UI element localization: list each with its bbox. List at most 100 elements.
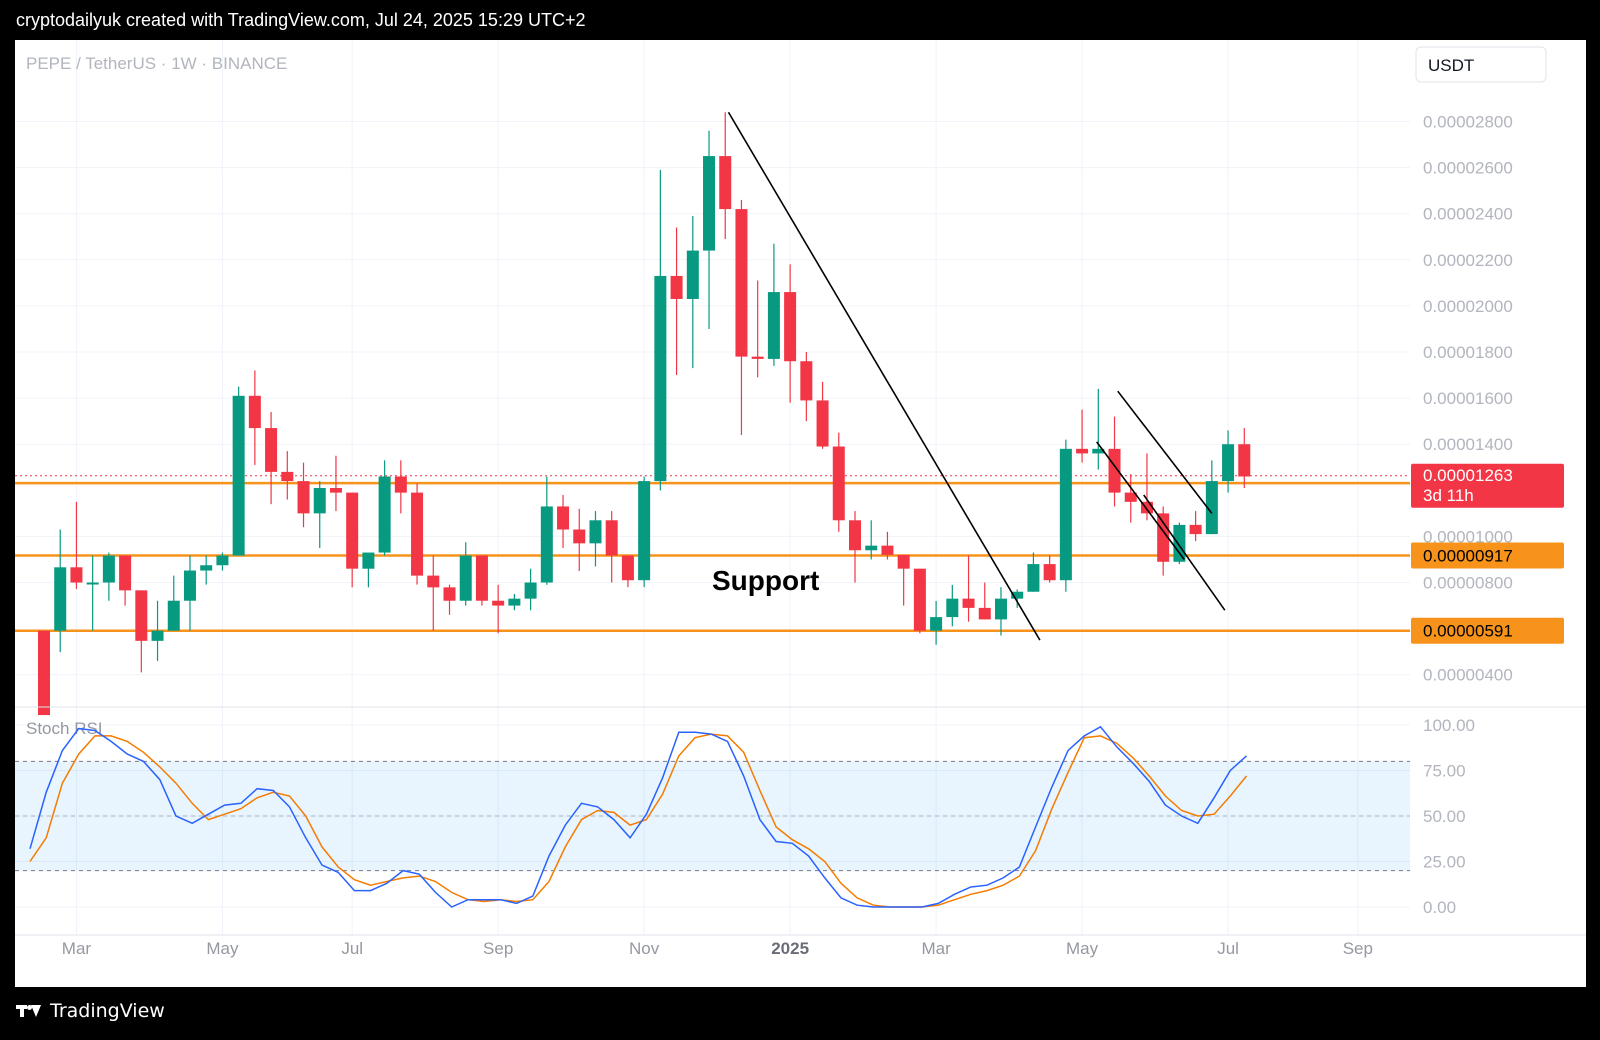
candle-body xyxy=(638,481,651,581)
candle xyxy=(86,555,99,631)
candle-body xyxy=(459,555,472,601)
level-tag-label: 0.00000917 xyxy=(1423,547,1513,566)
time-tick-label: Mar xyxy=(921,939,951,958)
candle-body xyxy=(1124,492,1137,502)
candle-body xyxy=(1059,448,1072,581)
price-chart[interactable]: Support PEPE / TetherUS · 1W · BINANCE U… xyxy=(15,40,1586,987)
candle-body xyxy=(557,506,570,530)
candle-body xyxy=(881,545,894,555)
candle xyxy=(1027,552,1040,592)
candle xyxy=(232,386,245,556)
candle xyxy=(1059,439,1072,592)
candle-body xyxy=(897,554,910,569)
candle xyxy=(784,264,797,403)
trendlines xyxy=(727,111,1226,641)
candle-body xyxy=(703,156,716,251)
time-tick-label: Sep xyxy=(1343,939,1373,958)
candle-body xyxy=(686,250,699,299)
candle-body xyxy=(329,488,342,493)
candle-body xyxy=(378,476,391,553)
candle-body xyxy=(1043,564,1056,581)
candle xyxy=(849,511,861,583)
tradingview-logo[interactable]: TradingView xyxy=(16,1000,165,1022)
candle xyxy=(524,568,537,611)
time-tick-label: May xyxy=(206,939,239,958)
candle-body xyxy=(346,492,359,569)
candle xyxy=(281,451,294,500)
candle-body xyxy=(540,506,553,583)
candle-body xyxy=(994,598,1007,620)
candle-body xyxy=(913,568,926,631)
candle xyxy=(167,575,180,631)
candle-body xyxy=(978,607,991,620)
candle xyxy=(102,552,115,601)
candle-body xyxy=(1222,444,1235,482)
candle xyxy=(70,501,83,589)
candle-body xyxy=(183,570,196,601)
currency-button[interactable]: USDT xyxy=(1415,46,1547,83)
candle xyxy=(767,243,780,366)
candle xyxy=(265,411,278,505)
candle-body xyxy=(200,565,213,571)
trendline xyxy=(1096,441,1185,560)
candle-body xyxy=(832,446,845,521)
time-tick-label: Mar xyxy=(62,939,92,958)
candle xyxy=(443,584,456,615)
support-annotation: Support xyxy=(712,565,819,596)
candle-body xyxy=(411,492,424,576)
current-price-tag: 0.00001263 3d 11h xyxy=(1411,463,1564,508)
candle-body xyxy=(1205,481,1218,535)
time-tick-label: Jul xyxy=(341,939,363,958)
price-tick-label: 0.00002000 xyxy=(1423,297,1513,316)
candle-body xyxy=(654,275,667,482)
chart-frame[interactable]: Support PEPE / TetherUS · 1W · BINANCE U… xyxy=(15,40,1586,987)
candle-body xyxy=(524,582,537,599)
stoch-d-line xyxy=(29,733,1248,908)
price-tick-label: 0.00002200 xyxy=(1423,251,1513,270)
price-tick-label: 0.00001600 xyxy=(1423,389,1513,408)
price-tick-label: 0.00001400 xyxy=(1423,435,1513,454)
candle xyxy=(719,112,732,240)
candle-body xyxy=(735,209,748,357)
candle-body xyxy=(930,617,943,631)
time-tick-label: 2025 xyxy=(771,939,809,958)
candle xyxy=(573,508,586,571)
candle-body xyxy=(816,400,829,447)
candle xyxy=(1173,522,1186,565)
candle xyxy=(962,555,975,622)
candle xyxy=(832,432,845,532)
candle xyxy=(1222,430,1235,493)
candle-body xyxy=(1092,448,1105,454)
candle xyxy=(930,600,943,645)
time-tick-label: Nov xyxy=(629,939,660,958)
candle xyxy=(508,594,521,611)
stoch-tick-label: 50.00 xyxy=(1423,807,1466,826)
price-tick-label: 0.00001800 xyxy=(1423,343,1513,362)
candle xyxy=(362,552,375,588)
candle-body xyxy=(492,600,505,606)
candle-body xyxy=(1173,524,1186,562)
candle xyxy=(1043,555,1056,583)
candle-body xyxy=(751,356,764,359)
candle-body xyxy=(784,292,797,362)
tradingview-brand: TradingView xyxy=(50,1000,165,1022)
candle xyxy=(913,568,926,634)
candle-body xyxy=(475,555,488,601)
candle-body xyxy=(1011,591,1024,599)
candle xyxy=(200,555,213,585)
candle-body xyxy=(719,156,732,210)
candle-body xyxy=(54,567,67,631)
price-tick-label: 0.00002800 xyxy=(1423,112,1513,131)
time-tick-label: Sep xyxy=(483,939,513,958)
candle xyxy=(1076,409,1089,463)
stoch-rsi-title: Stoch RSI xyxy=(26,719,103,738)
candle-body xyxy=(394,476,407,493)
price-tick-label: 0.00001000 xyxy=(1423,527,1513,546)
level-tag xyxy=(1411,542,1564,569)
candle-body xyxy=(1027,564,1040,592)
trendline xyxy=(1143,494,1226,611)
candle xyxy=(248,370,261,465)
candle-body xyxy=(1108,448,1121,493)
candle-body xyxy=(38,630,50,716)
price-axis: 0.00002800 0.00002600 0.00002400 0.00002200… xyxy=(1423,112,1513,684)
